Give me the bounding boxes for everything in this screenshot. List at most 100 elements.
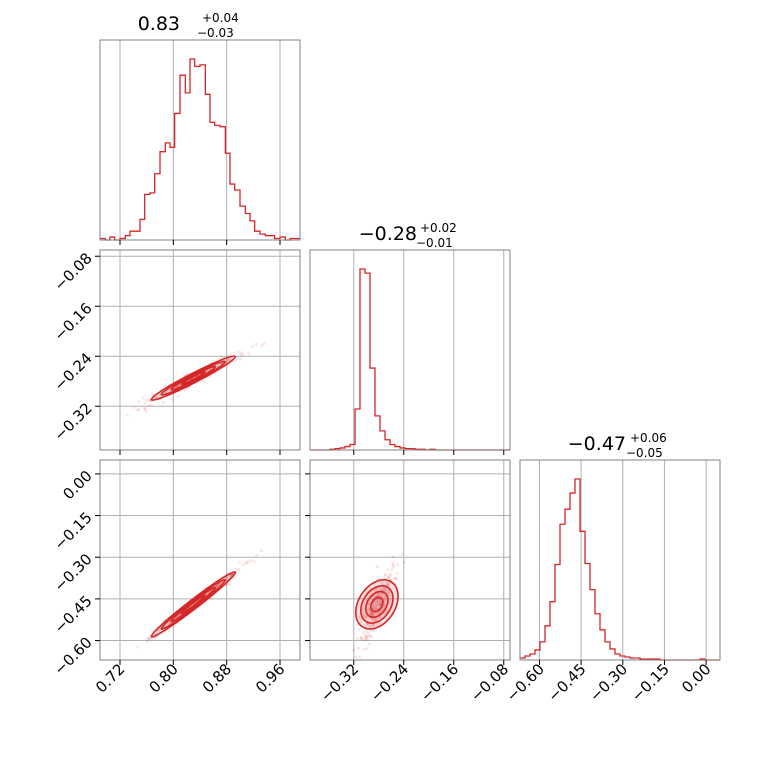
sample-point (377, 603, 381, 607)
grid-lines (100, 250, 300, 450)
sample-point (143, 402, 147, 405)
sample-point (381, 587, 385, 591)
sample-point (371, 614, 375, 618)
sample-point (376, 600, 380, 604)
sample-point (370, 624, 374, 628)
sample-point (359, 636, 363, 640)
title-minus: −0.05 (626, 446, 663, 460)
sample-point (393, 576, 397, 580)
x-tick-label: −0.30 (586, 660, 631, 705)
histogram-panel-p3: −0.47 +0.06 −0.05 −0.60−0.45−0.30−0.15 0.… (503, 431, 721, 705)
sample-point (234, 567, 238, 571)
sample-point (382, 595, 386, 599)
sample-point (215, 584, 219, 588)
sample-point (382, 586, 386, 590)
sample-point (373, 607, 377, 611)
histogram-panel-p2: −0.28 +0.02 −0.01 (309, 221, 511, 451)
sample-point (370, 611, 374, 615)
sample-point (362, 647, 366, 651)
sample-point (372, 612, 376, 616)
sample-point (374, 589, 378, 592)
sample-point (379, 602, 383, 606)
sample-point (383, 574, 387, 578)
x-tick-labels-p3: −0.60−0.45−0.30−0.15 0.00 (503, 660, 715, 705)
density-contour (360, 584, 394, 624)
title-minus: −0.01 (416, 236, 453, 250)
sample-point (170, 397, 174, 401)
sample-point (375, 606, 379, 610)
sample-point (372, 606, 376, 610)
sample-point (391, 565, 395, 569)
title-main: −0.47 (568, 433, 626, 455)
sample-point (238, 560, 242, 564)
sample-point (155, 395, 159, 399)
histogram-p3 (520, 478, 720, 661)
sample-point (158, 394, 162, 398)
sample-point (356, 637, 360, 640)
sample-point (387, 591, 391, 595)
sample-point (240, 351, 244, 355)
sample-point (252, 560, 256, 564)
density-contour (160, 360, 227, 396)
sample-point (372, 604, 376, 608)
sample-point (385, 588, 389, 592)
sample-point (391, 555, 395, 559)
histogram-panel-p1: 0.83 +0.04 −0.03 (99, 11, 301, 241)
sample-point (388, 574, 392, 578)
sample-point (182, 373, 186, 377)
y-tick-label: −0.24 (50, 349, 95, 394)
title-main: 0.83 (138, 13, 180, 35)
sample-point (167, 622, 171, 625)
density-contours (354, 579, 399, 630)
sample-point (373, 600, 377, 604)
density-contours (150, 355, 237, 401)
sample-point (249, 559, 253, 563)
sample-point (371, 623, 375, 627)
sample-point (391, 561, 395, 565)
density-contour (170, 365, 217, 391)
sample-point (360, 636, 364, 640)
sample-point (228, 574, 232, 578)
sample-point (176, 394, 180, 398)
sample-point (225, 358, 229, 362)
sample-point (358, 655, 361, 659)
sample-point (390, 568, 394, 572)
sample-point (136, 408, 140, 412)
sample-point (368, 634, 372, 638)
x-tick-label: 0.96 (252, 660, 288, 696)
sample-point (237, 568, 241, 571)
x-tick-label: −0.45 (544, 660, 589, 705)
y-tick-label: −0.60 (50, 633, 95, 678)
density-contour (370, 596, 384, 613)
sample-point (368, 610, 372, 614)
y-tick-labels-p2: −0.08 −0.16 −0.24 −0.32 (50, 249, 95, 444)
sample-point (361, 613, 365, 617)
sample-point (372, 623, 376, 627)
sample-point (376, 593, 380, 597)
sample-point (378, 615, 382, 619)
sample-point (366, 638, 370, 642)
title-p3: −0.47 +0.06 −0.05 (568, 431, 667, 460)
sample-point (262, 342, 266, 346)
sample-point (379, 609, 383, 612)
x-tick-label: 0.88 (199, 660, 235, 696)
sample-point (363, 629, 367, 633)
sample-point (147, 636, 151, 640)
x-tick-label: −0.16 (417, 660, 462, 705)
sample-point (156, 628, 160, 632)
sample-point (358, 616, 362, 620)
sample-point (382, 612, 386, 616)
sample-point (386, 576, 390, 580)
panel-frame (99, 39, 301, 241)
sample-point (386, 575, 390, 579)
density-contour (180, 594, 207, 615)
sample-point (379, 587, 383, 591)
x-tick-label: 0.00 (678, 660, 714, 696)
sample-point (361, 609, 365, 613)
sample-point (254, 342, 258, 346)
sample-point (378, 580, 382, 584)
sample-point (227, 358, 231, 362)
y-tick-label: −0.30 (50, 550, 95, 595)
sample-point (215, 584, 219, 588)
sample-point (362, 615, 366, 619)
